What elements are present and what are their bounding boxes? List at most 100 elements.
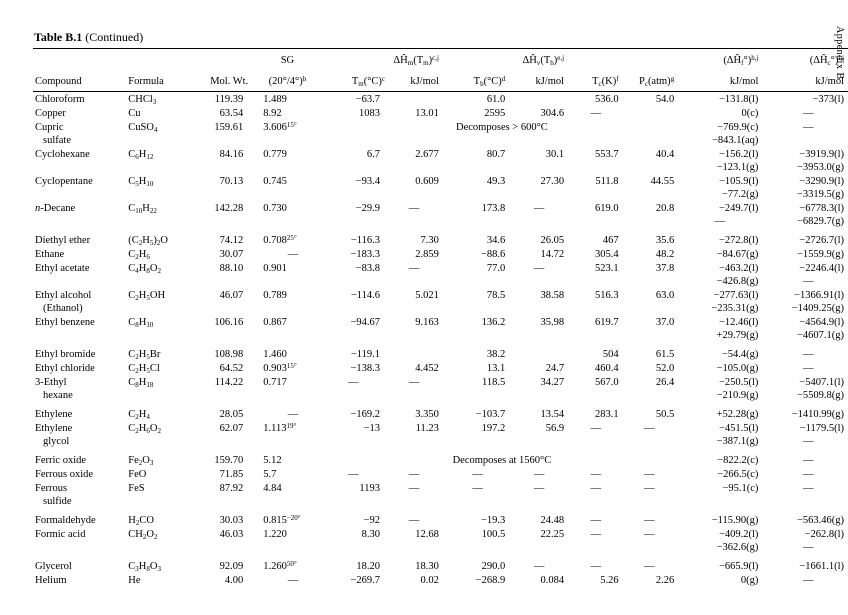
table-cell: 50.5 <box>655 409 675 420</box>
table-cell: 48.2 <box>655 249 675 260</box>
table-cell: −250.5(l) −210.9(g) <box>716 377 759 401</box>
table-cell: Ethyl chloride <box>35 363 95 374</box>
table-cell: 504 <box>602 349 619 360</box>
table-row: 3-Ethyl hexane C8H18 114.22 0.717 — — 118.5 34.2… <box>33 375 848 402</box>
table-cell: 38.2 <box>486 349 506 360</box>
table-cell: — <box>408 203 420 214</box>
table-cell: — <box>533 483 545 494</box>
table-cell: −114.6 <box>350 290 381 301</box>
header-cell <box>194 49 251 71</box>
table-cell: 3.350 <box>415 409 439 420</box>
table-cell: — <box>802 469 814 480</box>
table-cell: 4.00 <box>224 575 244 586</box>
table-cell: 0.02 <box>420 575 439 586</box>
header-cell <box>571 49 623 71</box>
table-cell: — <box>590 469 602 480</box>
table-cell: 1083 <box>359 108 381 119</box>
table-cell: Cupric sulfate <box>35 122 71 146</box>
table-cell: Ethyl acetate <box>35 263 90 274</box>
table-row: Ethyl bromide C2H5Br 108.98 1.460 −119.1 38.… <box>33 342 848 361</box>
header-cell: (ΔĤc°)i,j <box>809 53 844 68</box>
table-cell: Chloroform <box>35 94 85 105</box>
table-cell: 18.30 <box>415 561 439 572</box>
table-cell: 24.48 <box>540 515 565 526</box>
table-cell: — <box>408 377 420 388</box>
table-cell: −12.46(l) +29.79(g) <box>716 317 759 341</box>
table-cell: 1.26050° <box>263 559 297 572</box>
table-row: Ethyl acetate C4H8O2 88.10 0.901 −83.8 — 77.0 —… <box>33 261 848 288</box>
table-cell: +52.28(g) <box>716 409 759 420</box>
table-cell: 54.0 <box>655 94 675 105</box>
table-cell: 1193 <box>359 483 381 494</box>
table-cell: C5H10 <box>128 176 154 189</box>
table-cell: FeS <box>128 483 145 494</box>
header-cell <box>126 49 193 71</box>
table-cell: (C2H5)2O <box>128 235 168 248</box>
table-cell: 71.85 <box>219 469 244 480</box>
header-cell: Tm(°C)c <box>351 74 386 89</box>
table-cell: 12.68 <box>415 529 439 540</box>
table-cell: 305.4 <box>594 249 619 260</box>
table-row: Ferric oxide Fe2O3 159.70 5.12 Decomposes at… <box>33 448 848 467</box>
table-cell: −409.2(l) −362.6(g) <box>716 529 759 553</box>
table-cell <box>512 342 571 361</box>
table-cell: Helium <box>35 575 67 586</box>
table-cell: −1366.91(l) −1409.25(g) <box>791 290 844 314</box>
table-cell: 0.779 <box>263 149 287 160</box>
table-cell: C3H8O3 <box>128 561 161 574</box>
table-cell: −262.8(l) — <box>802 529 844 553</box>
table-cell: He <box>128 575 141 586</box>
table-cell: 88.10 <box>219 263 244 274</box>
table-cell: 173.8 <box>481 203 506 214</box>
header-cell: kJ/mol <box>815 76 844 87</box>
table-cell: −665.9(l) <box>718 561 759 572</box>
table-cell: 78.5 <box>486 290 506 301</box>
table-cell: Ethane <box>35 249 65 260</box>
table-cell: 5.7 <box>263 469 277 480</box>
table-cell: 87.92 <box>219 483 244 494</box>
table-cell: — <box>802 483 814 494</box>
table-cell: — <box>802 363 814 374</box>
table-cell: — <box>533 203 545 214</box>
header-cell: kJ/mol <box>535 76 565 87</box>
table-cell: — <box>802 349 814 360</box>
table-cell: C8H10 <box>128 317 154 330</box>
header-cell <box>33 49 126 71</box>
table-cell: 70.13 <box>219 176 244 187</box>
note-cell: Decomposes at 1560°C <box>452 455 552 466</box>
table-row: Ethylene glycol C2H6O2 62.07 1.11319° −13 11.2… <box>33 421 848 448</box>
table-cell: −451.5(l) −387.1(g) <box>716 423 759 447</box>
table-cell: Cyclopentane <box>35 176 93 187</box>
table-cell: 511.8 <box>595 176 619 187</box>
table-row: Ethyl alcohol (Ethanol) C2H5OH 46.07 0.789 −1… <box>33 288 848 315</box>
table-cell: 0(g) <box>740 575 759 586</box>
table-cell: 49.3 <box>486 176 506 187</box>
table-cell: Copper <box>35 108 66 119</box>
table-cell: −563.46(g) <box>796 515 844 526</box>
table-cell: 4.452 <box>415 363 439 374</box>
table-cell: Cyclohexane <box>35 149 90 160</box>
header-cell: Formula <box>128 76 164 87</box>
table-cell <box>512 92 571 107</box>
table-cell: 8.30 <box>361 529 381 540</box>
table-cell: — <box>644 529 655 540</box>
table-row: Diethyl ether (C2H5)2O 74.12 0.70825° −116.3… <box>33 228 848 247</box>
table-row: Ethylene C2H4 28.05 — −169.2 3.350 −103.7 13.54… <box>33 402 848 421</box>
table-cell: −1661.1(l) <box>799 561 844 572</box>
table-cell: — <box>644 561 655 572</box>
table-cell: 28.05 <box>219 409 244 420</box>
header-cell: SG <box>280 55 295 66</box>
table-cell: −463.2(l) −426.8(g) <box>716 263 759 287</box>
table-cell: 0.609 <box>415 176 439 187</box>
table-cell: −3919.9(l) −3953.0(g) <box>796 149 844 173</box>
properties-table: SG ΔĤm(Tm)c,j ΔĤv(Tb)e,j (ΔĤf°)h,j (ΔĤc°)… <box>33 48 848 587</box>
table-cell: C4H8O2 <box>128 263 161 276</box>
table-cell: 24.7 <box>545 363 565 374</box>
table-cell: −1410.99(g) <box>791 409 844 420</box>
table-cell: 5.26 <box>600 575 619 586</box>
table-cell: 2.26 <box>655 575 675 586</box>
header-cell: (ΔĤf°)h,j <box>723 53 759 68</box>
table-cell: 1.11319° <box>263 421 297 434</box>
table-cell: 516.3 <box>594 290 619 301</box>
